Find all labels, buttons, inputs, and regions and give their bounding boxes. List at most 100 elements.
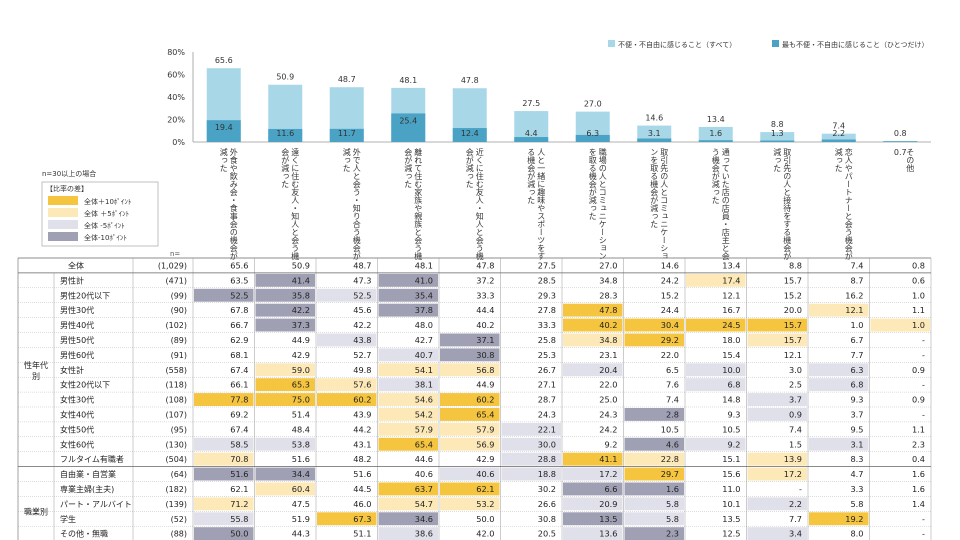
cell-shade [378, 348, 438, 362]
row-label: 女性60代 [60, 439, 94, 449]
bar-most [637, 138, 672, 142]
cell-value: 6.8 [850, 380, 863, 390]
cell-shade [378, 437, 438, 451]
cell-shade [563, 482, 623, 496]
data-label-all: 13.4 [707, 115, 725, 124]
cell-value: 33.3 [476, 290, 494, 300]
n-header: n= [170, 250, 180, 258]
legend-swatch-most [772, 40, 779, 47]
data-label-most: 1.3 [771, 129, 784, 138]
cell-shade [747, 467, 807, 481]
cell-shade [747, 497, 807, 511]
cell-shade [378, 408, 438, 421]
category-label: 減った [773, 147, 782, 172]
cell-value: 2.5 [789, 380, 802, 390]
data-label-most: 11.6 [276, 129, 294, 138]
cell-value: 46.0 [353, 499, 371, 509]
cell-value: 13.5 [722, 514, 740, 524]
category-label: 通っていた店の店員・店主と会 [721, 147, 730, 261]
cell-value: 1.0 [912, 290, 925, 300]
data-label-most: 6.3 [586, 129, 599, 138]
row-label: 女性50代 [60, 424, 94, 434]
category-label: 減った [834, 147, 843, 172]
cell-value: 17.4 [722, 275, 740, 285]
row-label: 全体 [68, 261, 84, 271]
cell-shade [378, 273, 438, 287]
cell-value: 44.4 [476, 305, 494, 315]
cell-shade [194, 288, 254, 302]
cell-value: 1.1 [912, 424, 925, 434]
cell-shade [255, 467, 315, 481]
cell-value: 37.3 [292, 320, 310, 330]
cell-shade [440, 467, 500, 481]
cell-shade [686, 273, 746, 287]
cell-value: 47.8 [476, 261, 494, 271]
cell-value: 47.3 [353, 275, 371, 285]
cell-value: 20.0 [784, 305, 802, 315]
bar-most [452, 128, 487, 142]
cell-shade [870, 318, 930, 332]
cell-shade [563, 363, 623, 377]
cell-value: 50.9 [292, 261, 310, 271]
cell-value: 7.7 [789, 514, 802, 524]
bar-most [206, 120, 241, 142]
y-tick-label: 20% [167, 116, 185, 125]
row-n: (88) [171, 530, 187, 539]
cell-value: 47.5 [292, 499, 310, 509]
row-label: 女性20代以下 [60, 380, 110, 390]
cell-value: 26.6 [538, 499, 556, 509]
cell-value: 15.4 [722, 350, 740, 360]
data-label-all: 48.1 [399, 76, 417, 85]
cell-value: 29.7 [661, 469, 679, 479]
ratio-legend-swatch [48, 232, 78, 241]
cell-value: 28.3 [599, 290, 617, 300]
cell-value: 12.5 [722, 529, 740, 539]
cell-value: 24.4 [661, 305, 679, 315]
category-label: その他 [906, 148, 915, 173]
category-label: 恋人やパートナーと会う機会が [844, 147, 853, 260]
cell-shade [440, 497, 500, 511]
category-label: 減った [342, 147, 351, 172]
cell-value: 34.8 [599, 275, 617, 285]
cell-value: 34.4 [292, 469, 310, 479]
cell-value: 3.3 [850, 484, 863, 494]
category-label: 取引先の人とコミュニケーショ [660, 148, 669, 260]
cell-value: 9.3 [727, 410, 740, 420]
cell-value: 22.0 [661, 350, 679, 360]
cell-value: 42.9 [476, 454, 494, 464]
cell-value: 20.5 [538, 529, 556, 539]
cell-value: 15.7 [784, 275, 802, 285]
legend-swatch-all [608, 40, 615, 47]
cell-value: 35.4 [415, 290, 433, 300]
cell-value: 27.8 [538, 305, 556, 315]
category-label: 外食や飲み会・食事会の機会が [229, 147, 238, 260]
cell-shade [255, 378, 315, 392]
cell-value: 35.8 [292, 290, 310, 300]
cell-value: 65.6 [230, 261, 248, 271]
cell-value: 60.4 [292, 484, 310, 494]
cell-value: 42.7 [415, 335, 433, 345]
cell-value: - [922, 380, 925, 390]
cell-value: 59.0 [292, 365, 310, 375]
cell-value: 2.3 [666, 529, 679, 539]
cell-value: 50.0 [476, 514, 494, 524]
row-label: 男性20代以下 [60, 290, 110, 300]
cell-value: 43.9 [353, 410, 371, 420]
cell-value: 0.9 [912, 365, 925, 375]
cell-value: 28.5 [538, 275, 556, 285]
cell-shade [440, 408, 500, 421]
cell-value: 27.1 [538, 380, 556, 390]
cell-value: 40.7 [415, 350, 433, 360]
category-label: 遠くに住む友人・知人と会う機 [291, 147, 300, 261]
cell-value: 44.3 [292, 529, 310, 539]
cell-shade [255, 288, 315, 302]
cell-value: 9.2 [604, 439, 617, 449]
cell-shade [809, 512, 869, 526]
cell-value: 3.7 [850, 410, 863, 420]
cell-value: 52.7 [353, 350, 371, 360]
row-n: (107) [165, 411, 187, 420]
cell-value: 20.4 [599, 365, 617, 375]
cell-value: 27.0 [599, 261, 617, 271]
cell-value: 3.0 [789, 365, 802, 375]
group-label: 別 [32, 372, 40, 381]
